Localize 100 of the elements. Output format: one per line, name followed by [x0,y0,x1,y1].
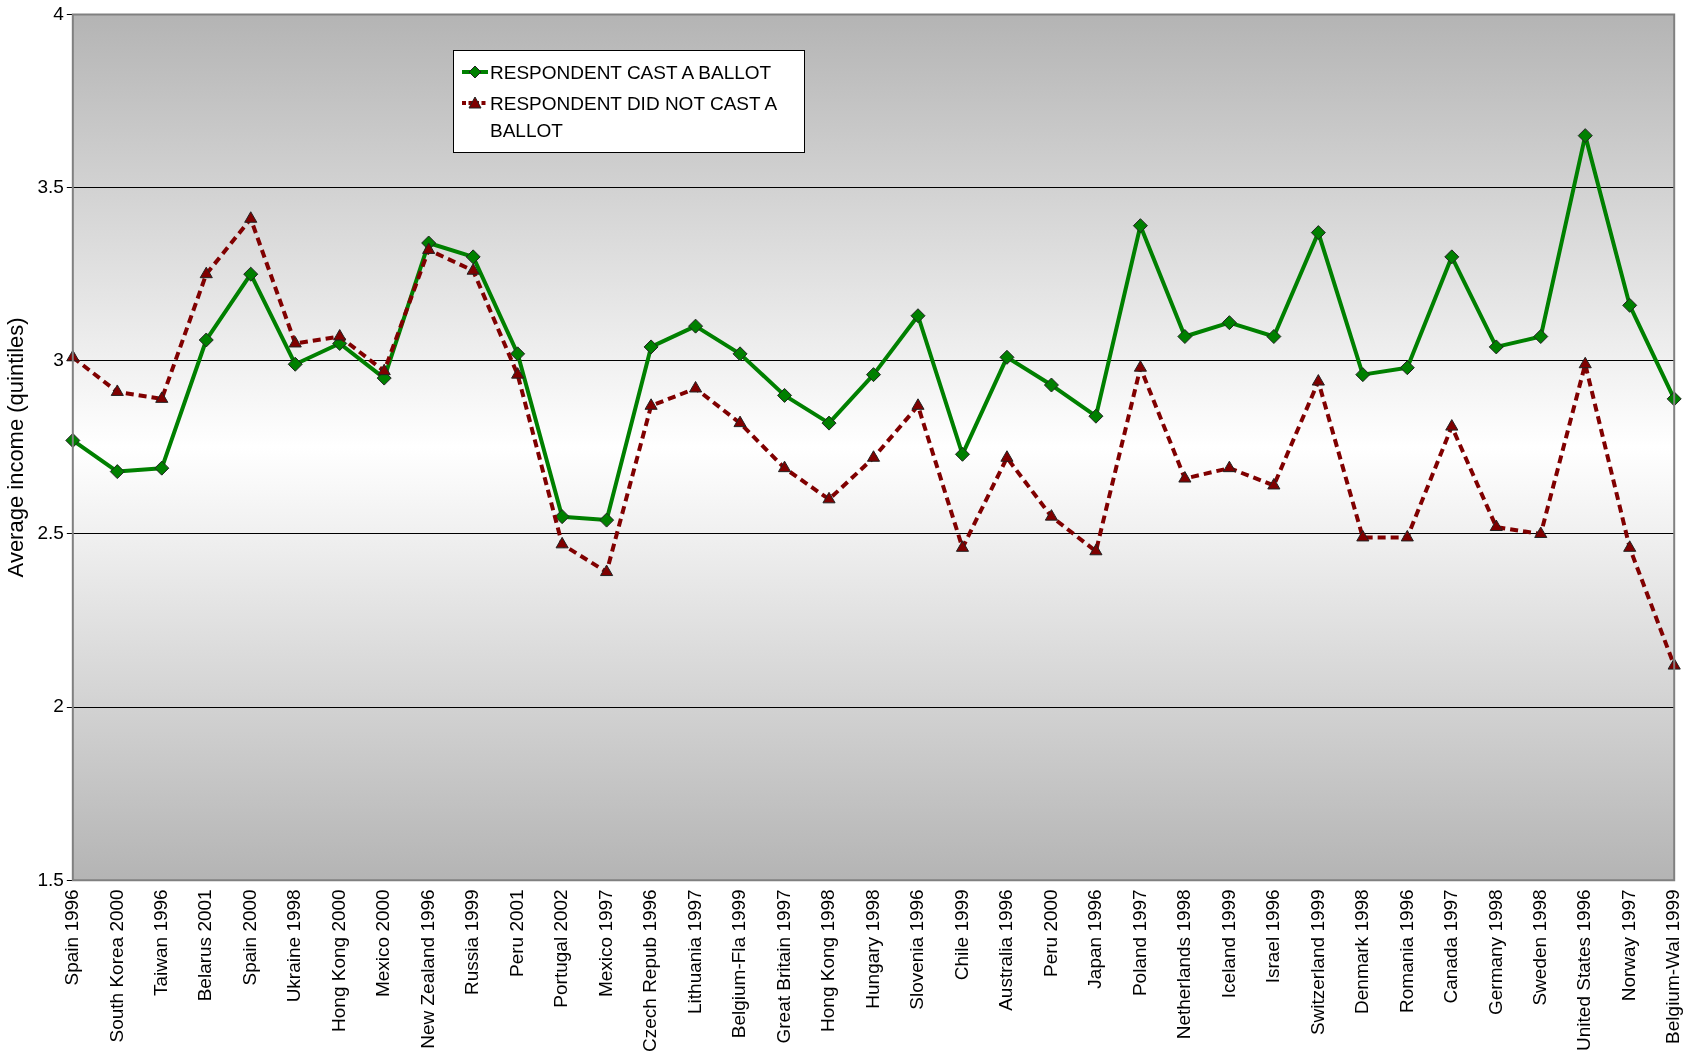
point [911,398,925,410]
x-tick-label: Czech Repub 1996 [639,889,661,1052]
point [1400,529,1414,542]
point [1221,315,1237,331]
x-tick-label: Hungary 1998 [861,889,883,1009]
point [333,329,347,341]
x-tick-label: Switzerland 1999 [1306,889,1328,1036]
point [1445,419,1459,431]
point [821,415,837,431]
point [287,356,303,372]
x-tick-label: Australia 1996 [995,889,1017,1011]
point [733,415,747,428]
point [955,540,970,552]
point [1399,360,1415,376]
x-tick-label: Hong Kong 2000 [327,889,349,1032]
point [1266,329,1282,345]
point [1534,526,1548,538]
point [1488,339,1504,355]
point [466,263,480,275]
x-tick-label: United States 1996 [1573,889,1595,1051]
x-tick-label: Belgium-Fla 1999 [728,889,750,1039]
point [1043,377,1059,393]
x-tick-label: Denmark 1998 [1351,889,1373,1014]
x-tick-label: Great Britain 1997 [772,889,794,1044]
point [866,450,881,462]
x-tick-label: Belgium-Wal 1999 [1662,889,1684,1044]
x-tick-label: Spain 2000 [238,889,260,986]
point [1310,225,1326,241]
point [1489,519,1503,532]
point [1355,367,1371,383]
x-tick-label: Mexico 2000 [372,889,394,998]
point [866,367,882,383]
point [155,391,169,403]
point [198,332,214,348]
y-tick-label: 3.5 [37,175,64,197]
point [643,339,659,355]
point [154,460,170,476]
x-tick-label: New Zealand 1996 [416,889,438,1049]
point [1356,529,1370,542]
x-tick-label: Mexico 1997 [594,889,616,998]
point [110,384,124,396]
point [777,460,792,473]
point [1311,374,1325,386]
point [777,387,793,403]
point [1578,356,1592,369]
point [1222,460,1236,473]
legend-label: RESPONDENT CAST A BALLOT [490,61,772,85]
y-tick-label: 2 [53,695,64,717]
x-tick-label: Spain 1996 [61,889,83,986]
x-tick-label: Hong Kong 1998 [817,889,839,1032]
y-tick-label: 4 [53,2,65,24]
x-tick-label: Romania 1996 [1395,889,1417,1013]
x-tick-label: South Korea 2000 [105,889,127,1043]
point [243,266,259,282]
point [732,346,748,362]
point [1044,509,1058,521]
x-tick-label: Chile 1999 [950,889,972,981]
point [244,211,258,223]
point [1577,128,1593,144]
point [1177,329,1193,345]
x-tick-label: Germany 1998 [1484,889,1506,1016]
x-tick-label: Russia 1999 [461,889,483,995]
point [822,491,836,504]
point [1132,218,1148,234]
point [1089,543,1103,556]
point [1178,471,1192,483]
x-tick-label: Portugal 2002 [550,889,572,1008]
x-tick-label: Ukraine 1998 [283,889,305,1003]
point [600,564,614,577]
x-tick-label: Taiwan 1996 [150,889,172,997]
point [1000,450,1014,462]
point [954,446,970,462]
point [510,346,526,362]
point [1267,477,1281,490]
y-tick-label: 3 [53,349,64,371]
x-tick-label: Belarus 2001 [194,889,216,1002]
y-axis-title: Average income (quintiles) [3,317,29,578]
x-tick-label: Slovenia 1996 [906,889,928,1010]
point [688,318,704,334]
x-tick-label: Iceland 1999 [1217,889,1239,999]
y-tick-label: 1.5 [37,868,64,890]
point [910,308,926,324]
x-tick-label: Poland 1997 [1128,889,1150,997]
x-tick-label: Netherlands 1998 [1173,889,1195,1040]
point [1622,297,1638,313]
point [1623,540,1637,552]
x-tick-label: Japan 1996 [1084,889,1106,989]
point [511,367,525,379]
x-tick-label: Peru 2001 [505,889,527,978]
x-tick-label: Canada 1997 [1440,889,1462,1004]
point [644,398,658,410]
point [377,363,391,376]
point [689,380,703,393]
point [999,349,1015,365]
point [599,512,615,528]
point [422,242,436,254]
x-tick-label: Peru 2000 [1039,889,1061,978]
x-tick-label: Israel 1996 [1262,889,1284,984]
point [1444,249,1460,265]
point [1533,329,1549,345]
